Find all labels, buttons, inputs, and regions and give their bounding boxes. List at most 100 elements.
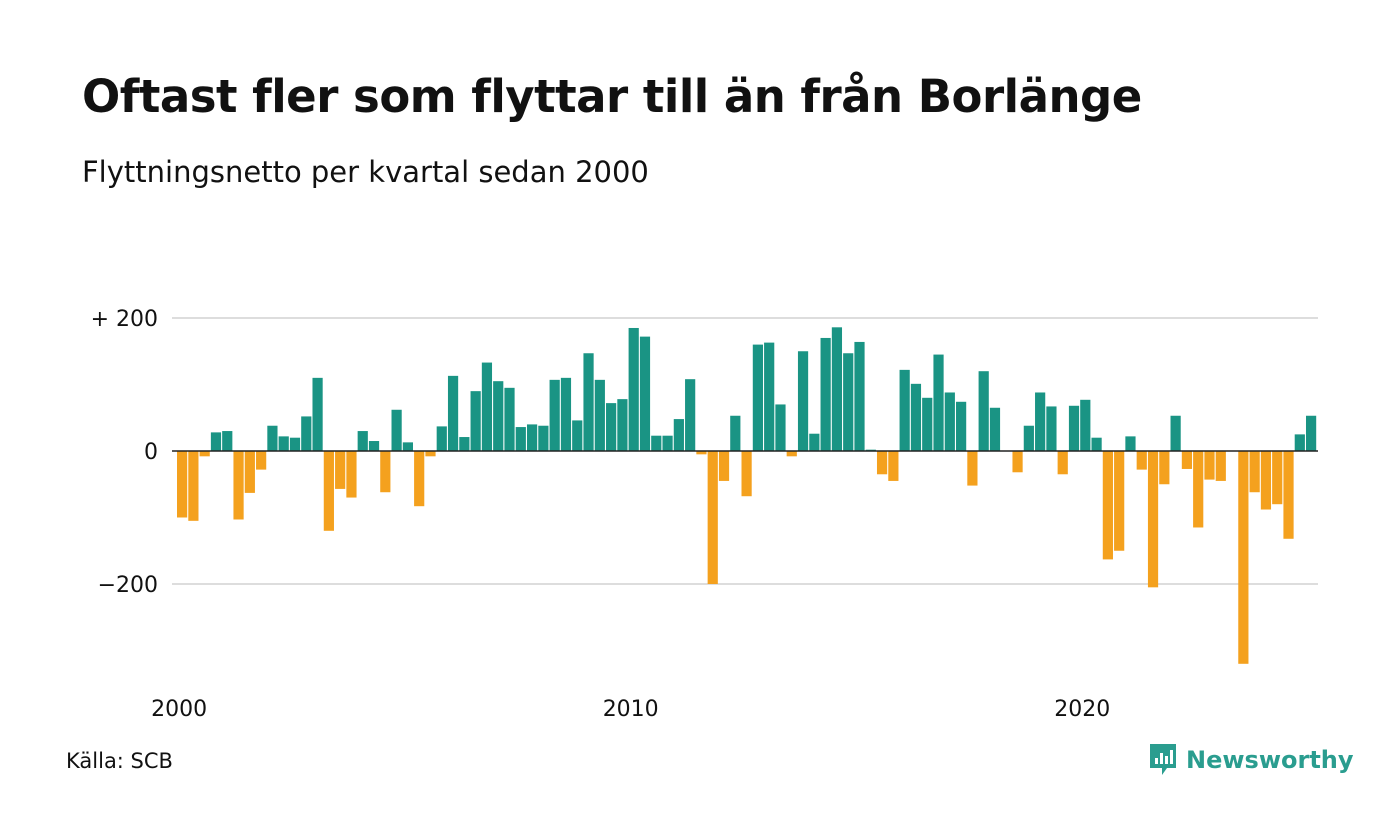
bar [933, 354, 944, 451]
bar [357, 431, 368, 451]
bar [335, 451, 346, 489]
bar [1249, 451, 1260, 493]
bar [899, 369, 910, 451]
bar [639, 336, 651, 451]
bar [515, 427, 526, 451]
bar [391, 409, 402, 451]
bar [922, 397, 933, 451]
brand: Newsworthy [1148, 742, 1354, 778]
bar [244, 451, 255, 493]
bar [1204, 451, 1215, 480]
bar [256, 451, 267, 470]
bar [549, 379, 560, 452]
chart-subtitle: Flyttningsnetto per kvartal sedan 2000 [82, 155, 649, 189]
bar [572, 420, 583, 451]
bar [1170, 415, 1181, 451]
y-tick-label: + 200 [91, 307, 158, 332]
bar [989, 407, 1001, 451]
x-axis-ticks: 2000 2010 2020 [151, 697, 1110, 722]
bar [1125, 436, 1136, 451]
bar [1057, 451, 1068, 475]
bar [1181, 451, 1193, 469]
bar [583, 353, 594, 452]
bar [876, 451, 888, 475]
bar [1193, 451, 1204, 528]
bar [967, 451, 978, 486]
bar [741, 451, 752, 497]
bar [843, 353, 854, 452]
bar [786, 451, 797, 457]
bar [1091, 437, 1102, 451]
y-axis-ticks: + 200 0 −200 [91, 307, 158, 598]
bar [1114, 451, 1125, 551]
brand-name: Newsworthy [1186, 746, 1354, 774]
bar [414, 451, 425, 507]
bar-series [177, 327, 1317, 664]
bar [606, 403, 617, 451]
bar [944, 392, 955, 451]
y-tick-label: 0 [144, 440, 158, 465]
bar [775, 404, 786, 451]
bar [470, 391, 481, 451]
x-tick-label: 2010 [603, 697, 659, 722]
bar [1159, 451, 1170, 485]
bar [854, 341, 865, 451]
bar [1283, 451, 1294, 539]
bar [312, 377, 323, 451]
bar [1147, 451, 1159, 588]
bar [888, 451, 899, 481]
bar [210, 432, 222, 451]
bar [1238, 451, 1249, 664]
bar [301, 416, 312, 451]
bar [267, 425, 278, 451]
bar [425, 451, 436, 457]
bar [696, 451, 707, 455]
bar [481, 362, 493, 452]
bar [685, 379, 696, 451]
x-tick-label: 2020 [1054, 697, 1110, 722]
bar [346, 451, 357, 498]
bar [752, 344, 763, 451]
bar [628, 327, 639, 452]
bar [651, 435, 662, 451]
bar [368, 441, 380, 451]
bar [809, 433, 820, 451]
bar [222, 431, 233, 451]
source-note: Källa: SCB [66, 749, 173, 773]
bar [1260, 451, 1272, 510]
bar [594, 379, 605, 452]
bar [978, 371, 989, 451]
bar [538, 425, 549, 451]
bar [1068, 405, 1080, 451]
bar [797, 351, 809, 451]
bar [1272, 451, 1283, 505]
bar [730, 415, 741, 451]
bar [910, 383, 922, 451]
bar [188, 451, 199, 521]
x-tick-label: 2000 [151, 697, 207, 722]
bar-chart: + 200 0 −200 2000 2010 2020 [91, 307, 1318, 722]
bar [718, 451, 730, 481]
bar [1012, 451, 1023, 473]
bar [1136, 451, 1147, 470]
bar [820, 337, 831, 451]
bar [177, 451, 188, 518]
bar [199, 451, 210, 457]
bar [1035, 392, 1046, 451]
bar [447, 375, 459, 452]
chart-title: Oftast fler som flyttar till än från Bor… [82, 70, 1142, 123]
bar [289, 437, 301, 451]
grid-lines [172, 317, 1318, 585]
bar [1023, 425, 1034, 451]
bar [662, 435, 673, 451]
bar [956, 401, 967, 451]
bar [436, 426, 447, 451]
bar [1080, 399, 1091, 452]
bar [493, 381, 504, 452]
bar [1294, 434, 1305, 452]
newsworthy-logo-icon [1150, 744, 1176, 775]
bar [764, 342, 775, 452]
bar [1306, 415, 1317, 451]
y-tick-label: −200 [98, 573, 158, 598]
bar [673, 419, 684, 451]
